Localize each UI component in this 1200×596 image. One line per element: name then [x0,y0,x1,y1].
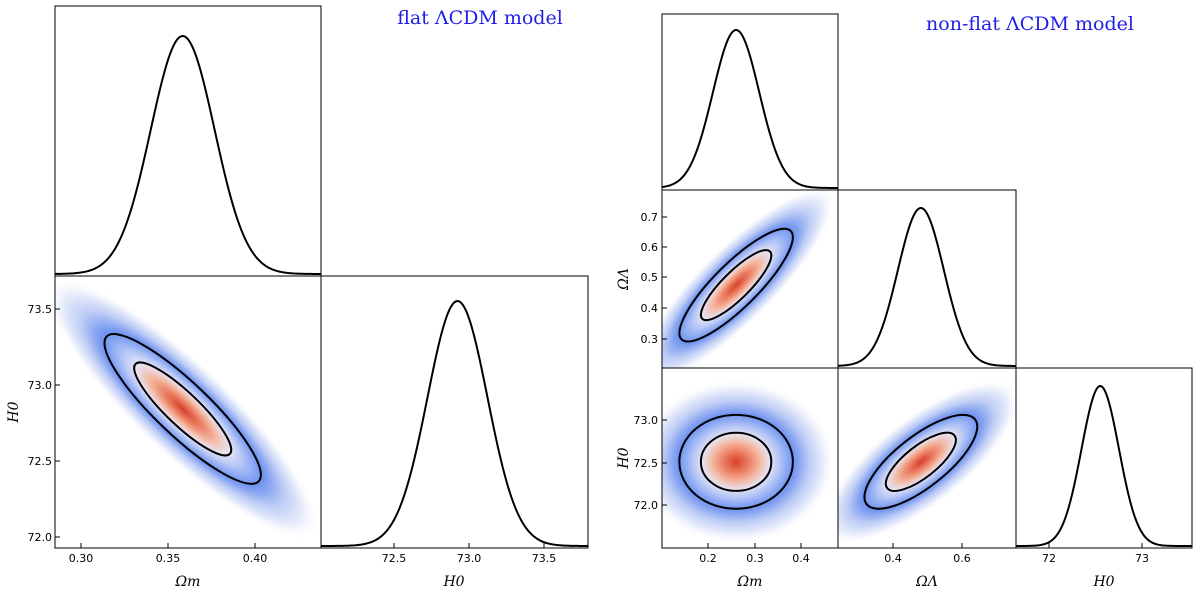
nonflat-omegam-xtick-1: 0.3 [746,552,764,565]
nonflat-h0-yaxis-label: H0 [616,447,632,469]
contour-95 [678,227,794,343]
nonflat-omegal-xtick-0: 0.4 [884,552,902,565]
contour-95 [863,413,979,510]
flat-omegam-axis-label: Ωm [175,574,201,590]
contour-68 [699,431,773,492]
nonflat-omegal-x-ticks: 0.4 0.6 [884,543,971,565]
nonflat-omegal-ytick-2: 0.5 [641,271,659,284]
flat-omegam-tick-1: 0.35 [156,552,181,565]
nonflat-h0-xtick-0: 72 [1042,552,1056,565]
flat-h0-marginal-curve [321,299,588,547]
nonflat-omegam-xtick-0: 0.2 [699,552,717,565]
nonflat-model-title: non-flat ΛCDM model [926,13,1134,35]
flat-h0-xtick-1: 73.0 [457,552,482,565]
flat-h0-xtick-0: 72.5 [382,552,407,565]
flat-h0-ytick-2: 73.0 [28,379,53,392]
flat-h0-yaxis-label: H0 [6,401,22,423]
nonflat-h0-ytick-1: 72.5 [634,457,659,470]
nonflat-omegal-ytick-3: 0.6 [641,241,659,254]
density-fill [838,379,1016,545]
flat-h0-xtick-2: 73.5 [532,552,557,565]
density-fill [662,190,836,368]
nonflat-h0-omegam-density [662,379,836,545]
flat-panel-omegam-marginal [54,5,322,277]
nonflat-omegam-xtick-2: 0.4 [792,552,810,565]
contour-95 [103,333,262,485]
flat-h0-y-ticks: 72.0 72.5 73.0 73.5 [28,303,60,544]
nonflat-omegam-x-ticks: 0.2 0.3 0.4 [699,543,810,565]
nonflat-omegal-ytick-1: 0.4 [641,302,659,315]
flat-h0-ytick-0: 72.0 [28,531,53,544]
nonflat-h0-omegal-density [838,379,1016,545]
nonflat-panel-omegal-marginal [837,189,1017,369]
flat-omegam-x-ticks: 0.30 0.35 0.40 [69,543,268,565]
flat-model-title: flat ΛCDM model [397,7,563,29]
nonflat-h0-ytick-2: 73.0 [634,414,659,427]
flat-omegam-tick-0: 0.30 [69,552,94,565]
nonflat-h0-marginal-curve [1016,385,1192,547]
contour-68 [133,361,233,457]
density-fill [662,379,836,545]
nonflat-h0-xaxis-label: H0 [1092,574,1114,590]
flat-h0-x-ticks: 72.5 73.0 73.5 [382,543,557,565]
flat-h0-ytick-1: 72.5 [28,455,53,468]
nonflat-h0-x-ticks: 72 73 [1042,543,1149,565]
contour-95 [678,413,794,510]
flat-omegam-marginal-curve [54,34,321,275]
nonflat-h0-ytick-0: 72.0 [634,499,659,512]
nonflat-omegam-xaxis-label: Ωm [737,574,763,590]
nonflat-omegal-ytick-0: 0.3 [641,333,659,346]
flat-panel-h0-marginal [320,275,589,549]
nonflat-omegal-marginal-curve [837,207,1017,367]
flat-h0-omegam-density [55,277,320,541]
density-fill [55,277,320,541]
nonflat-panel-omegam-marginal [661,13,839,191]
nonflat-omegal-yaxis-label: ΩΛ [616,268,632,291]
nonflat-panel-omegal-vs-omegam [661,189,839,369]
flat-h0-ytick-3: 73.5 [28,303,53,316]
nonflat-omegal-omegam-density [662,190,836,368]
flat-panel-h0-vs-omegam [54,275,322,549]
flat-omegam-tick-2: 0.40 [243,552,268,565]
nonflat-panel-h0-vs-omegam [661,367,839,549]
nonflat-omegal-ytick-4: 0.7 [641,211,659,224]
nonflat-h0-xtick-1: 73 [1135,552,1149,565]
nonflat-omegal-xtick-1: 0.6 [953,552,971,565]
nonflat-omegam-marginal-curve [661,29,838,189]
nonflat-panel-h0-vs-omegal [837,367,1017,549]
contour-68 [699,249,773,322]
flat-h0-xaxis-label: H0 [442,574,464,590]
contour-68 [884,431,957,492]
nonflat-omegal-xaxis-label: ΩΛ [915,574,938,590]
nonflat-h0-y-ticks: 72.0 72.5 73.0 [634,414,667,512]
nonflat-omegal-y-ticks: 0.3 0.4 0.5 0.6 0.7 [641,211,667,346]
nonflat-panel-h0-marginal [1015,367,1193,549]
